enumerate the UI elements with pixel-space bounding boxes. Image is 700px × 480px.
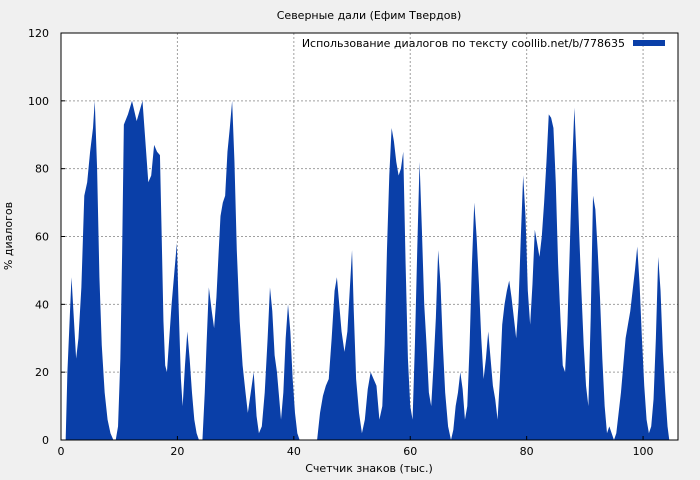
y-tick-label: 100	[28, 95, 49, 108]
x-tick-label: 40	[287, 445, 301, 458]
x-tick-label: 80	[520, 445, 534, 458]
y-tick-label: 0	[42, 434, 49, 447]
x-tick-label: 20	[170, 445, 184, 458]
legend-label: Использование диалогов по тексту coollib…	[302, 37, 625, 50]
y-tick-label: 60	[35, 231, 49, 244]
legend: Использование диалогов по тексту coollib…	[302, 37, 665, 50]
grid	[61, 33, 678, 440]
x-tick-label: 60	[403, 445, 417, 458]
y-tick-label: 40	[35, 298, 49, 311]
x-tick-label: 0	[58, 445, 65, 458]
legend-swatch	[633, 40, 665, 46]
y-axis-label: % диалогов	[2, 202, 15, 270]
y-tick-label: 80	[35, 163, 49, 176]
series-area-path	[61, 100, 670, 440]
x-axis-label: Счетчик знаков (тыс.)	[305, 462, 433, 475]
y-axis-ticks: 0 20 40 60 80 100 120	[28, 27, 65, 447]
series-area	[61, 100, 670, 440]
x-axis-ticks: 0 20 40 60 80 100	[58, 436, 654, 458]
x-tick-label: 100	[633, 445, 654, 458]
chart-title: Северные дали (Ефим Твердов)	[277, 9, 462, 22]
y-tick-label: 120	[28, 27, 49, 40]
y-tick-label: 20	[35, 366, 49, 379]
